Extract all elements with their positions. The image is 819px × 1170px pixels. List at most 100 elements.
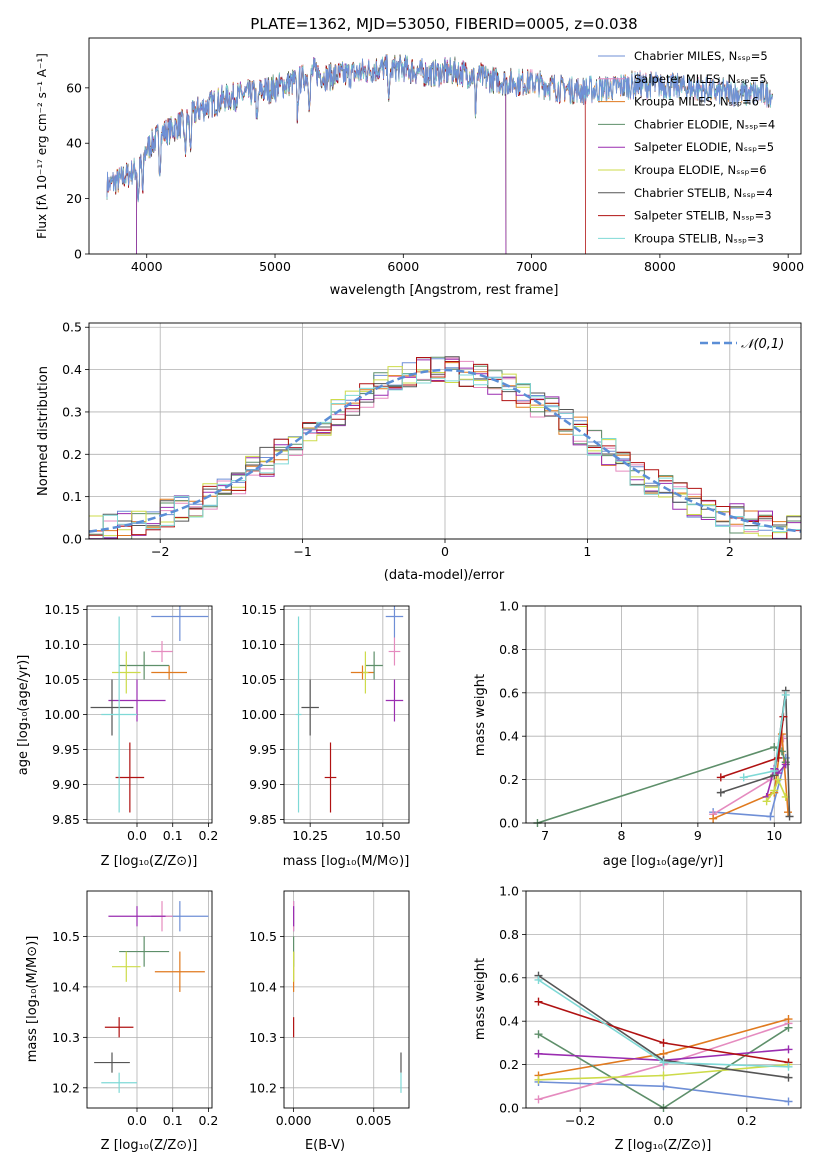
weight-point-marker xyxy=(770,743,779,752)
y-tick-label: 0 xyxy=(74,247,82,262)
weight-series-line xyxy=(538,1027,789,1108)
spectrum-series-line xyxy=(106,54,773,201)
legend-label: Kroupa ELODIE, Nₛₛₚ=6 xyxy=(634,163,767,177)
legend-label: Salpeter STELIB, Nₛₛₚ=3 xyxy=(634,209,772,223)
y-tick-label: 0.0 xyxy=(499,1101,519,1116)
y-tick-label: 9.95 xyxy=(52,742,80,757)
x-tick-label: 2 xyxy=(726,544,734,559)
weight-vs-z-plot-area: −0.2 0.0 0.2 0.0 0.2 0.4 0.6 0.8 1.0 xyxy=(499,884,802,1128)
x-tick-label: 7 xyxy=(541,828,549,843)
x-tick-label: 0.0 xyxy=(127,828,147,843)
y-tick-label: 0.1 xyxy=(62,489,82,504)
weight-point-marker xyxy=(784,1073,793,1082)
weight-point-marker xyxy=(716,773,725,782)
spectrum-y-label: Flux [fλ 10⁻¹⁷ erg cm⁻² s⁻¹ A⁻¹] xyxy=(35,53,49,239)
y-tick-label: 9.90 xyxy=(249,777,277,792)
y-tick-label: 0.2 xyxy=(499,772,519,787)
x-tick-label: 10.25 xyxy=(292,828,328,843)
x-tick-label: 8000 xyxy=(644,259,676,274)
weight-point-marker xyxy=(709,814,718,823)
weight-point-marker xyxy=(659,1082,668,1091)
y-tick-label: 10.00 xyxy=(44,707,80,722)
y-tick-label: 10.00 xyxy=(241,707,277,722)
axes-frame xyxy=(525,890,802,1109)
x-tick-label: 0 xyxy=(441,544,449,559)
weight-point-marker xyxy=(784,1015,793,1024)
axes-frame xyxy=(86,605,213,824)
y-tick-label: 0.0 xyxy=(62,532,82,547)
y-tick-label: 40 xyxy=(66,136,82,151)
y-tick-label: 9.95 xyxy=(249,742,277,757)
y-tick-label: 0.0 xyxy=(499,816,519,831)
y-tick-label: 9.85 xyxy=(52,812,80,827)
y-tick-label: 9.85 xyxy=(249,812,277,827)
residuals-y-label: Normed distribution xyxy=(36,366,51,496)
weight-point-marker xyxy=(774,753,783,762)
weight-point-marker xyxy=(716,788,725,797)
weight-point-marker xyxy=(784,808,793,817)
panel-age-vs-mass: 10.25 10.50 9.85 9.90 9.95 10.00 10.05 10.10 10.… xyxy=(241,602,410,869)
weight-vs-age-plot-area: 7 8 9 10 0.0 0.2 0.4 0.6 0.8 1.0 xyxy=(499,599,802,843)
y-tick-label: 0.8 xyxy=(499,642,519,657)
y-tick-label: 10.2 xyxy=(249,1080,277,1095)
weight-point-marker xyxy=(762,797,771,806)
y-tick-label: 10.15 xyxy=(44,602,80,617)
weight-point-marker xyxy=(766,812,775,821)
y-tick-label: 10.05 xyxy=(44,672,80,687)
weight-point-marker xyxy=(774,775,783,784)
y-tick-label: 0.8 xyxy=(499,927,519,942)
histogram-step xyxy=(89,373,801,539)
y-tick-label: 1.0 xyxy=(499,599,519,614)
y-tick-label: 10.2 xyxy=(52,1080,80,1095)
x-tick-label: −0.2 xyxy=(565,1113,595,1128)
legend-label: Salpeter ELODIE, Nₛₛₚ=5 xyxy=(634,140,774,154)
weight-series-line xyxy=(712,733,789,820)
figure-title: PLATE=1362, MJD=53050, FIBERID=0005, z=0… xyxy=(250,15,637,33)
legend-label: Chabrier MILES, Nₛₛₚ=5 xyxy=(634,49,768,63)
y-tick-label: 10.3 xyxy=(52,1030,80,1045)
age-vs-z-x-label: Z [log₁₀(Z/Z⊙)] xyxy=(101,854,198,869)
x-tick-label: 0.2 xyxy=(198,828,218,843)
weight-point-marker xyxy=(781,690,790,699)
x-tick-label: 0.0 xyxy=(654,1113,674,1128)
weight-vs-z-x-label: Z [log₁₀(Z/Z⊙)] xyxy=(615,1138,712,1153)
age-vs-z-y-label: age [log₁₀(age/yr)] xyxy=(16,655,31,776)
legend-label: 𝒩(0,1) xyxy=(741,337,784,352)
x-tick-label: 8 xyxy=(618,828,626,843)
x-tick-label: 1 xyxy=(583,544,591,559)
weight-point-marker xyxy=(534,997,543,1006)
x-tick-label: −2 xyxy=(151,544,169,559)
x-tick-label: 0.1 xyxy=(163,828,183,843)
weight-point-marker xyxy=(659,1038,668,1047)
weight-point-marker xyxy=(784,1023,793,1032)
mass-vs-z-plot-area: 0.0 0.1 0.2 10.2 10.3 10.4 10.5 xyxy=(52,890,218,1128)
x-tick-label: −1 xyxy=(293,544,311,559)
y-tick-label: 0.4 xyxy=(499,729,519,744)
axes-frame xyxy=(88,37,802,255)
age-vs-mass-x-label: mass [log₁₀(M/M⊙)] xyxy=(283,854,410,869)
axes-frame xyxy=(283,890,410,1109)
panel-mass-vs-z: 0.0 0.1 0.2 10.2 10.3 10.4 10.5 Z [log₁₀(Z/Z⊙)… xyxy=(25,890,218,1153)
x-tick-label: 6000 xyxy=(387,259,419,274)
y-tick-label: 0.2 xyxy=(499,1057,519,1072)
y-tick-label: 0.3 xyxy=(62,404,82,419)
weight-point-marker xyxy=(534,975,543,984)
weight-vs-z-y-label: mass weight xyxy=(473,958,488,1040)
weight-point-marker xyxy=(785,812,794,821)
weight-point-marker xyxy=(784,1097,793,1106)
x-tick-label: 9000 xyxy=(772,259,804,274)
panel-age-vs-z: 0.0 0.1 0.2 9.85 9.90 9.95 10.00 10.05 10.10 10.1… xyxy=(16,602,218,869)
age-vs-mass-plot-area: 10.25 10.50 9.85 9.90 9.95 10.00 10.05 10.10 10.… xyxy=(241,602,410,843)
x-tick-label: 4000 xyxy=(131,259,163,274)
weight-point-marker xyxy=(739,773,748,782)
y-tick-label: 0.6 xyxy=(499,685,519,700)
weight-point-marker xyxy=(770,786,779,795)
histogram-step xyxy=(89,357,801,539)
residuals-x-label: (data-model)/error xyxy=(384,568,505,583)
y-tick-label: 10.5 xyxy=(249,929,277,944)
weight-vs-age-y-label: mass weight xyxy=(473,674,488,756)
y-tick-label: 1.0 xyxy=(499,884,519,899)
y-tick-label: 0.4 xyxy=(62,362,82,377)
weight-point-marker xyxy=(770,766,779,775)
y-tick-label: 10.10 xyxy=(241,637,277,652)
